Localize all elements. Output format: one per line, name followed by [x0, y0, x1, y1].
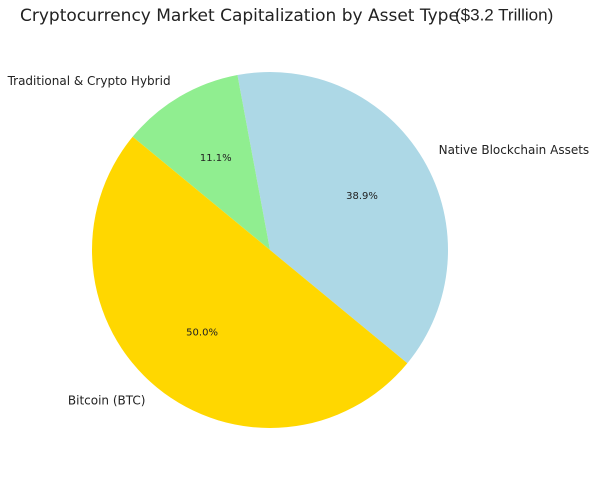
chart-title: Cryptocurrency Market Capitalization by … [20, 6, 459, 26]
value-label: 38.9% [346, 191, 378, 202]
category-label: Native Blockchain Assets [439, 143, 590, 157]
value-label: 50.0% [186, 327, 218, 338]
pie-slice [92, 136, 408, 429]
category-label: Bitcoin (BTC) [68, 394, 146, 408]
chart-subtitle: ($3.2 Trillion) [455, 5, 553, 24]
pie-slice [237, 72, 448, 364]
value-label: 11.1% [200, 153, 232, 164]
category-label: Traditional & Crypto Hybrid [7, 74, 171, 88]
pie-slice [132, 75, 270, 250]
